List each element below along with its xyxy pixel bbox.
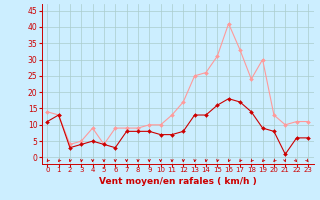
X-axis label: Vent moyen/en rafales ( km/h ): Vent moyen/en rafales ( km/h ) (99, 177, 256, 186)
